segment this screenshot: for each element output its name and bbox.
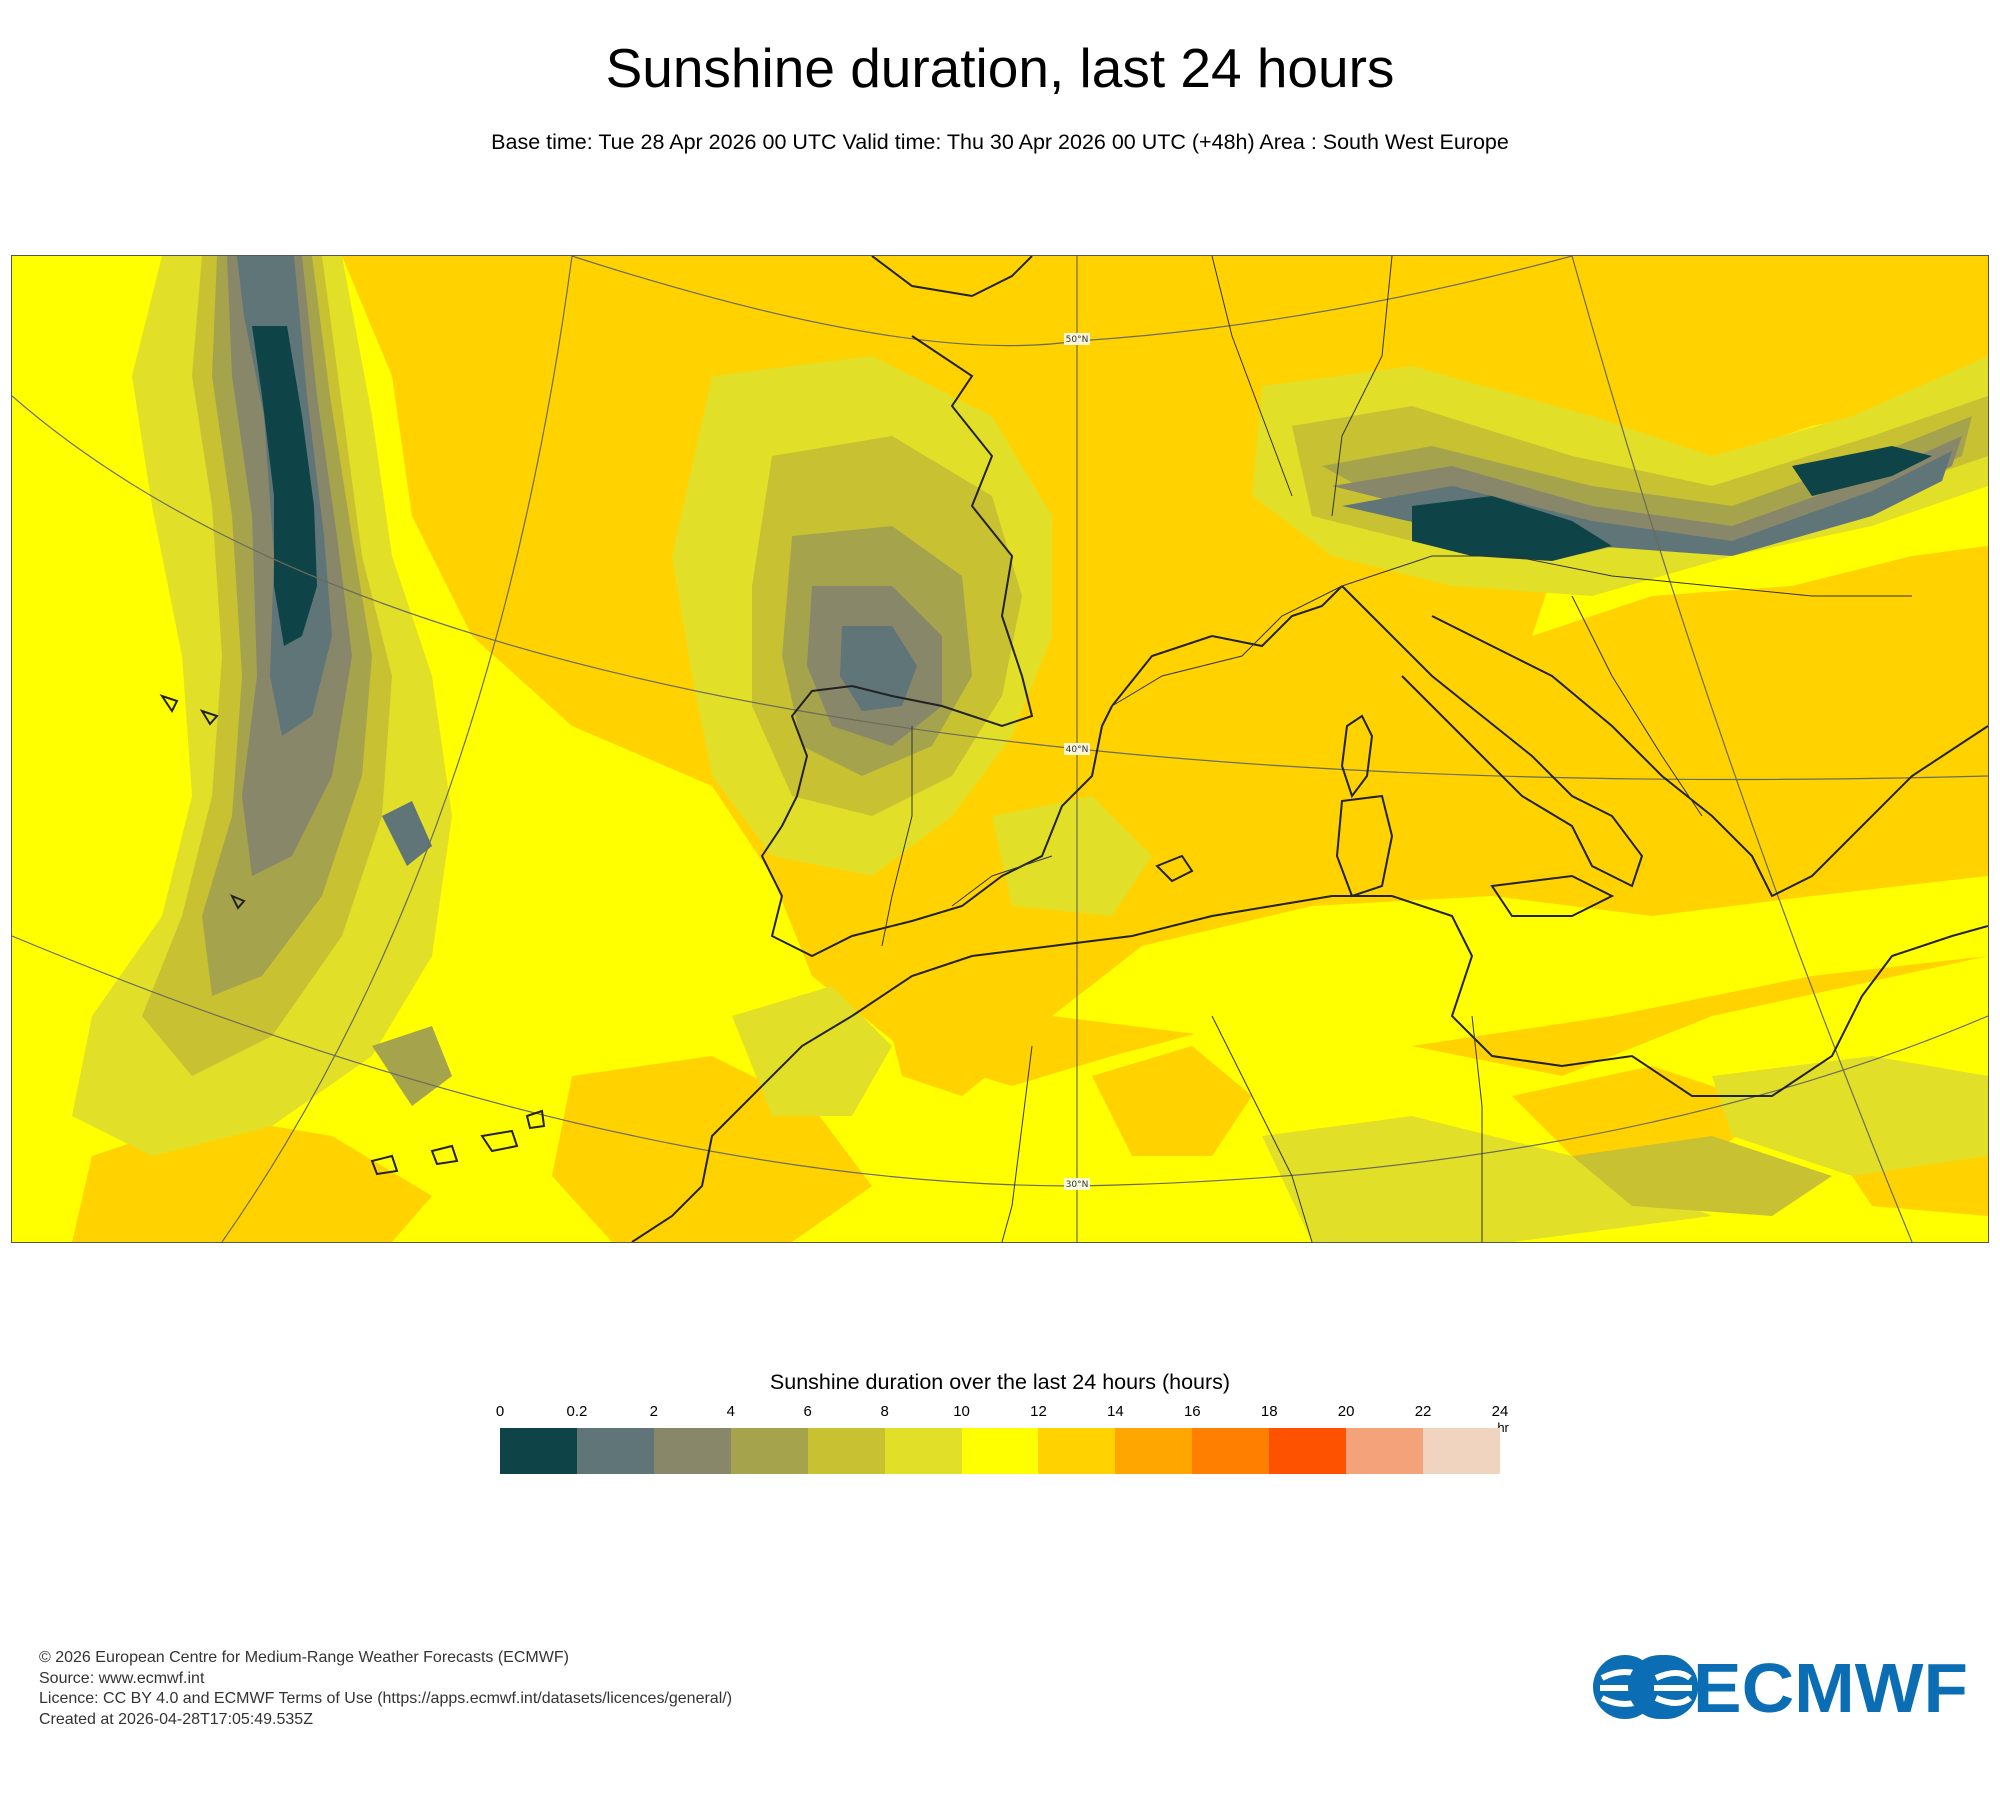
chart-title: Sunshine duration, last 24 hours [605,37,1395,99]
ecmwf-logo-icon: ECMWF [1593,1649,1968,1727]
legend-tick-label: 20 [1337,1403,1355,1420]
legend-swatch [961,1428,1039,1474]
footer-copyright: © 2026 European Centre for Medium-Range … [39,1649,569,1666]
legend-tick-label: 8 [880,1403,889,1420]
legend-tick-label: 24 [1491,1403,1509,1420]
sunshine-map[interactable]: 50°N 40°N 30°N [11,255,1989,1243]
legend-swatch [1269,1428,1347,1474]
legend-tick-label: 16 [1183,1403,1201,1420]
legend-ticks: 0 0.2 2 4 6 8 10 12 14 16 18 20 22 24 [496,1402,1509,1422]
legend-tick-label: 6 [803,1403,812,1420]
legend-swatch [1423,1428,1500,1474]
legend-swatch [807,1428,885,1474]
country-borders [881,256,1912,1242]
lat-label-40n: 40°N [1066,745,1089,755]
legend-tick-label: 12 [1030,1403,1047,1420]
lat-label-50n: 50°N [1066,335,1089,345]
footer-licence: Licence: CC BY 4.0 and ECMWF Terms of Us… [39,1690,733,1707]
svg-text:ECMWF: ECMWF [1693,1652,1968,1722]
legend-colorbar [500,1428,1500,1474]
legend-tick-label: 22 [1414,1403,1432,1420]
coastlines [159,256,1988,1242]
map-canvas: 50°N 40°N 30°N [12,256,1988,1242]
footer-created: Created at 2026-04-28T17:05:49.535Z [39,1710,313,1728]
legend-tick-label: 0.2 [566,1403,588,1420]
chart-subtitle: Base time: Tue 28 Apr 2026 00 UTC Valid … [491,130,1509,154]
ecmwf-logo[interactable]: ECMWF [1590,1649,1970,1727]
legend-tick-label: 4 [726,1403,735,1420]
legend-swatch [1192,1428,1270,1474]
lat-label-30n: 30°N [1066,1180,1089,1190]
field-0-0.2 [252,326,1932,646]
legend-swatch [653,1428,731,1474]
legend-tick-label: 18 [1260,1403,1278,1420]
legend-title: Sunshine duration over the last 24 hours… [769,1370,1231,1394]
legend-tick-label: 2 [649,1403,659,1420]
legend-tick-label: 14 [1107,1403,1124,1420]
latitude-labels: 50°N 40°N 30°N [1064,333,1090,1190]
legend-tick-label: 0 [495,1403,505,1420]
legend-swatch [730,1428,808,1474]
footer-source: Source: www.ecmwf.int [39,1669,205,1687]
legend-swatch [500,1428,577,1474]
legend-swatch [1038,1428,1116,1474]
legend-swatch [576,1428,654,1474]
legend-swatch [884,1428,962,1474]
legend-swatch [1346,1428,1424,1474]
legend-tick-label: 10 [953,1403,970,1420]
legend-swatch [1115,1428,1193,1474]
footer: © 2026 European Centre for Medium-Range … [39,1648,732,1730]
